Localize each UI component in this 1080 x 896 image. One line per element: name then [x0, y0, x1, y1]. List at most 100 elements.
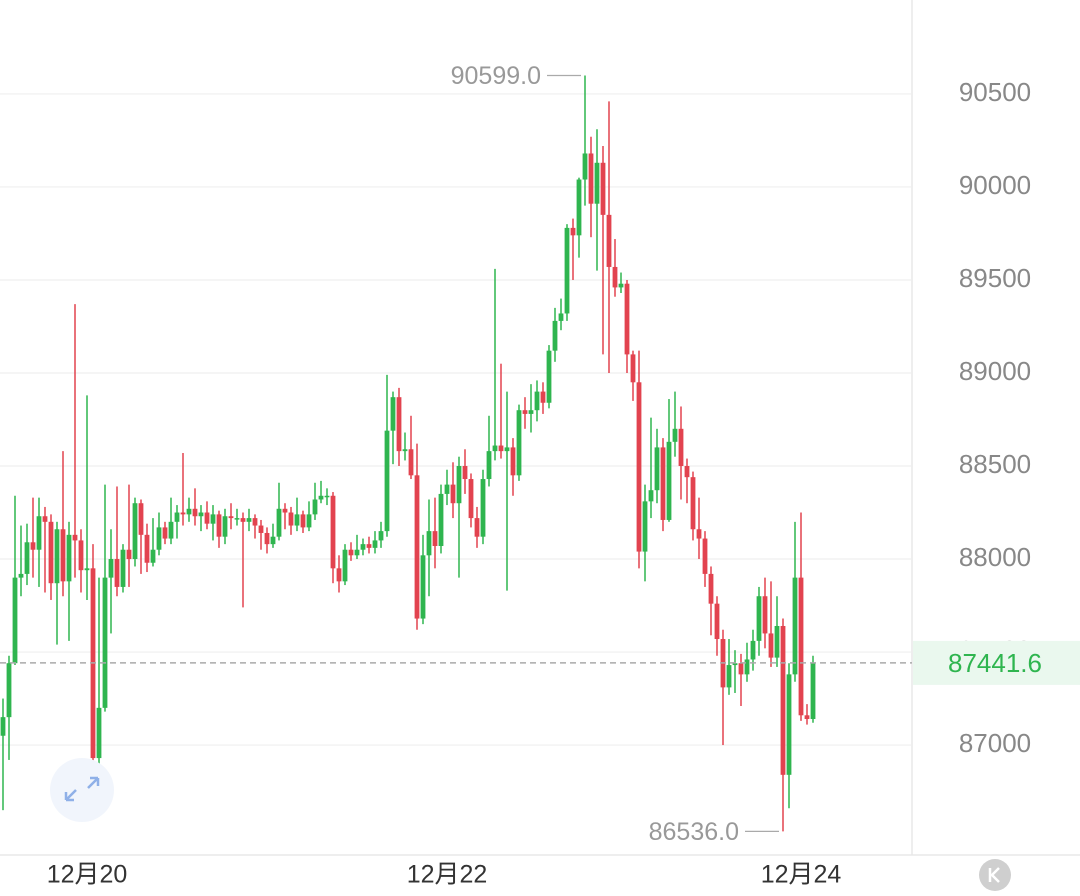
candle-body — [606, 214, 612, 267]
candle-body — [24, 542, 30, 574]
candle-body — [462, 466, 468, 480]
candle-body — [348, 549, 354, 556]
candle-body — [504, 447, 510, 452]
candle-body — [192, 508, 198, 517]
candle-body — [786, 674, 792, 775]
candle-body — [360, 544, 366, 550]
candle-body — [522, 410, 528, 414]
candle-body — [456, 466, 462, 504]
candle-body — [138, 503, 144, 535]
candles — [0, 75, 816, 832]
candle-body — [630, 354, 636, 383]
candle-body — [144, 534, 150, 563]
candle-body — [618, 283, 624, 288]
candle-body — [708, 573, 714, 604]
candle-body — [780, 625, 786, 775]
candle-body — [684, 466, 690, 478]
candle-body — [252, 518, 258, 526]
candle-body — [702, 538, 708, 574]
candle-body — [216, 514, 222, 537]
candle-body — [762, 596, 768, 634]
y-tick-label: 90500 — [959, 77, 1031, 107]
candle-body — [174, 512, 180, 522]
y-tick-label: 88500 — [959, 449, 1031, 479]
candle-body — [732, 663, 738, 666]
candle-body — [468, 479, 474, 519]
candle-body — [330, 495, 336, 569]
candle-body — [402, 449, 408, 452]
candle-body — [612, 266, 618, 288]
candle-body — [72, 534, 78, 541]
candle-body — [738, 663, 744, 675]
candle-body — [750, 640, 756, 660]
last-price-tag — [913, 640, 1080, 685]
candle-body — [570, 227, 576, 236]
expand-icon — [64, 776, 100, 802]
candle-body — [204, 512, 210, 524]
candle-body — [432, 531, 438, 547]
candle-body — [48, 521, 54, 584]
candle-body — [372, 540, 378, 548]
candle-body — [798, 577, 804, 716]
candle-body — [774, 625, 780, 658]
candle-body — [294, 514, 300, 526]
candle-body — [6, 663, 12, 718]
candle-body — [690, 477, 696, 530]
candle-body — [582, 153, 588, 180]
candle-body — [804, 715, 810, 720]
candle-body — [768, 633, 774, 658]
candle-body — [516, 410, 522, 476]
candle-body — [264, 532, 270, 545]
candle-body — [534, 391, 540, 411]
candle-body — [162, 527, 168, 539]
candle-body — [222, 516, 228, 537]
candle-body — [726, 665, 732, 688]
x-tick-label: 12月20 — [47, 861, 128, 889]
candle-body — [354, 549, 360, 556]
candle-body — [672, 428, 678, 442]
candle-body — [492, 445, 498, 452]
candle-body — [288, 512, 294, 526]
y-tick-label: 89500 — [959, 263, 1031, 293]
y-tick-label: 88000 — [959, 542, 1031, 572]
candle-body — [210, 514, 216, 524]
candle-body — [78, 540, 84, 571]
candle-body — [366, 544, 372, 548]
candle-body — [528, 410, 534, 414]
candle-body — [96, 707, 102, 759]
candle-body — [276, 508, 282, 537]
y-tick-label: 87000 — [959, 728, 1031, 758]
candle-body — [66, 534, 72, 582]
candle-body — [306, 514, 312, 528]
scroll-latest-icon — [988, 867, 1000, 883]
candle-body — [246, 518, 252, 522]
candle-body — [228, 516, 234, 519]
extreme-label: 86536.0 — [649, 818, 739, 846]
candle-body — [510, 447, 516, 476]
candle-body — [36, 516, 42, 550]
candle-body — [270, 536, 276, 545]
candle-body — [576, 179, 582, 236]
candle-body — [156, 527, 162, 550]
candle-body — [600, 162, 606, 215]
candle-body — [636, 382, 642, 552]
x-tick-label: 12月24 — [761, 861, 842, 889]
x-tick-label: 12月22 — [407, 861, 488, 889]
scroll-latest-button[interactable] — [979, 859, 1011, 891]
candle-body — [564, 227, 570, 314]
candle-body — [342, 549, 348, 582]
labels: 8700087500880008850089000895009000090500… — [0, 62, 1080, 889]
candle-body — [282, 508, 288, 513]
candle-body — [486, 451, 492, 480]
candle-body — [258, 525, 264, 533]
candle-body — [660, 447, 666, 520]
candle-body — [150, 549, 156, 563]
candle-body — [378, 531, 384, 541]
candle-body — [546, 350, 552, 403]
candle-body — [792, 577, 798, 675]
candle-body — [18, 573, 24, 578]
expand-button[interactable] — [50, 758, 114, 822]
candle-body — [240, 518, 246, 522]
candle-body — [552, 320, 558, 351]
